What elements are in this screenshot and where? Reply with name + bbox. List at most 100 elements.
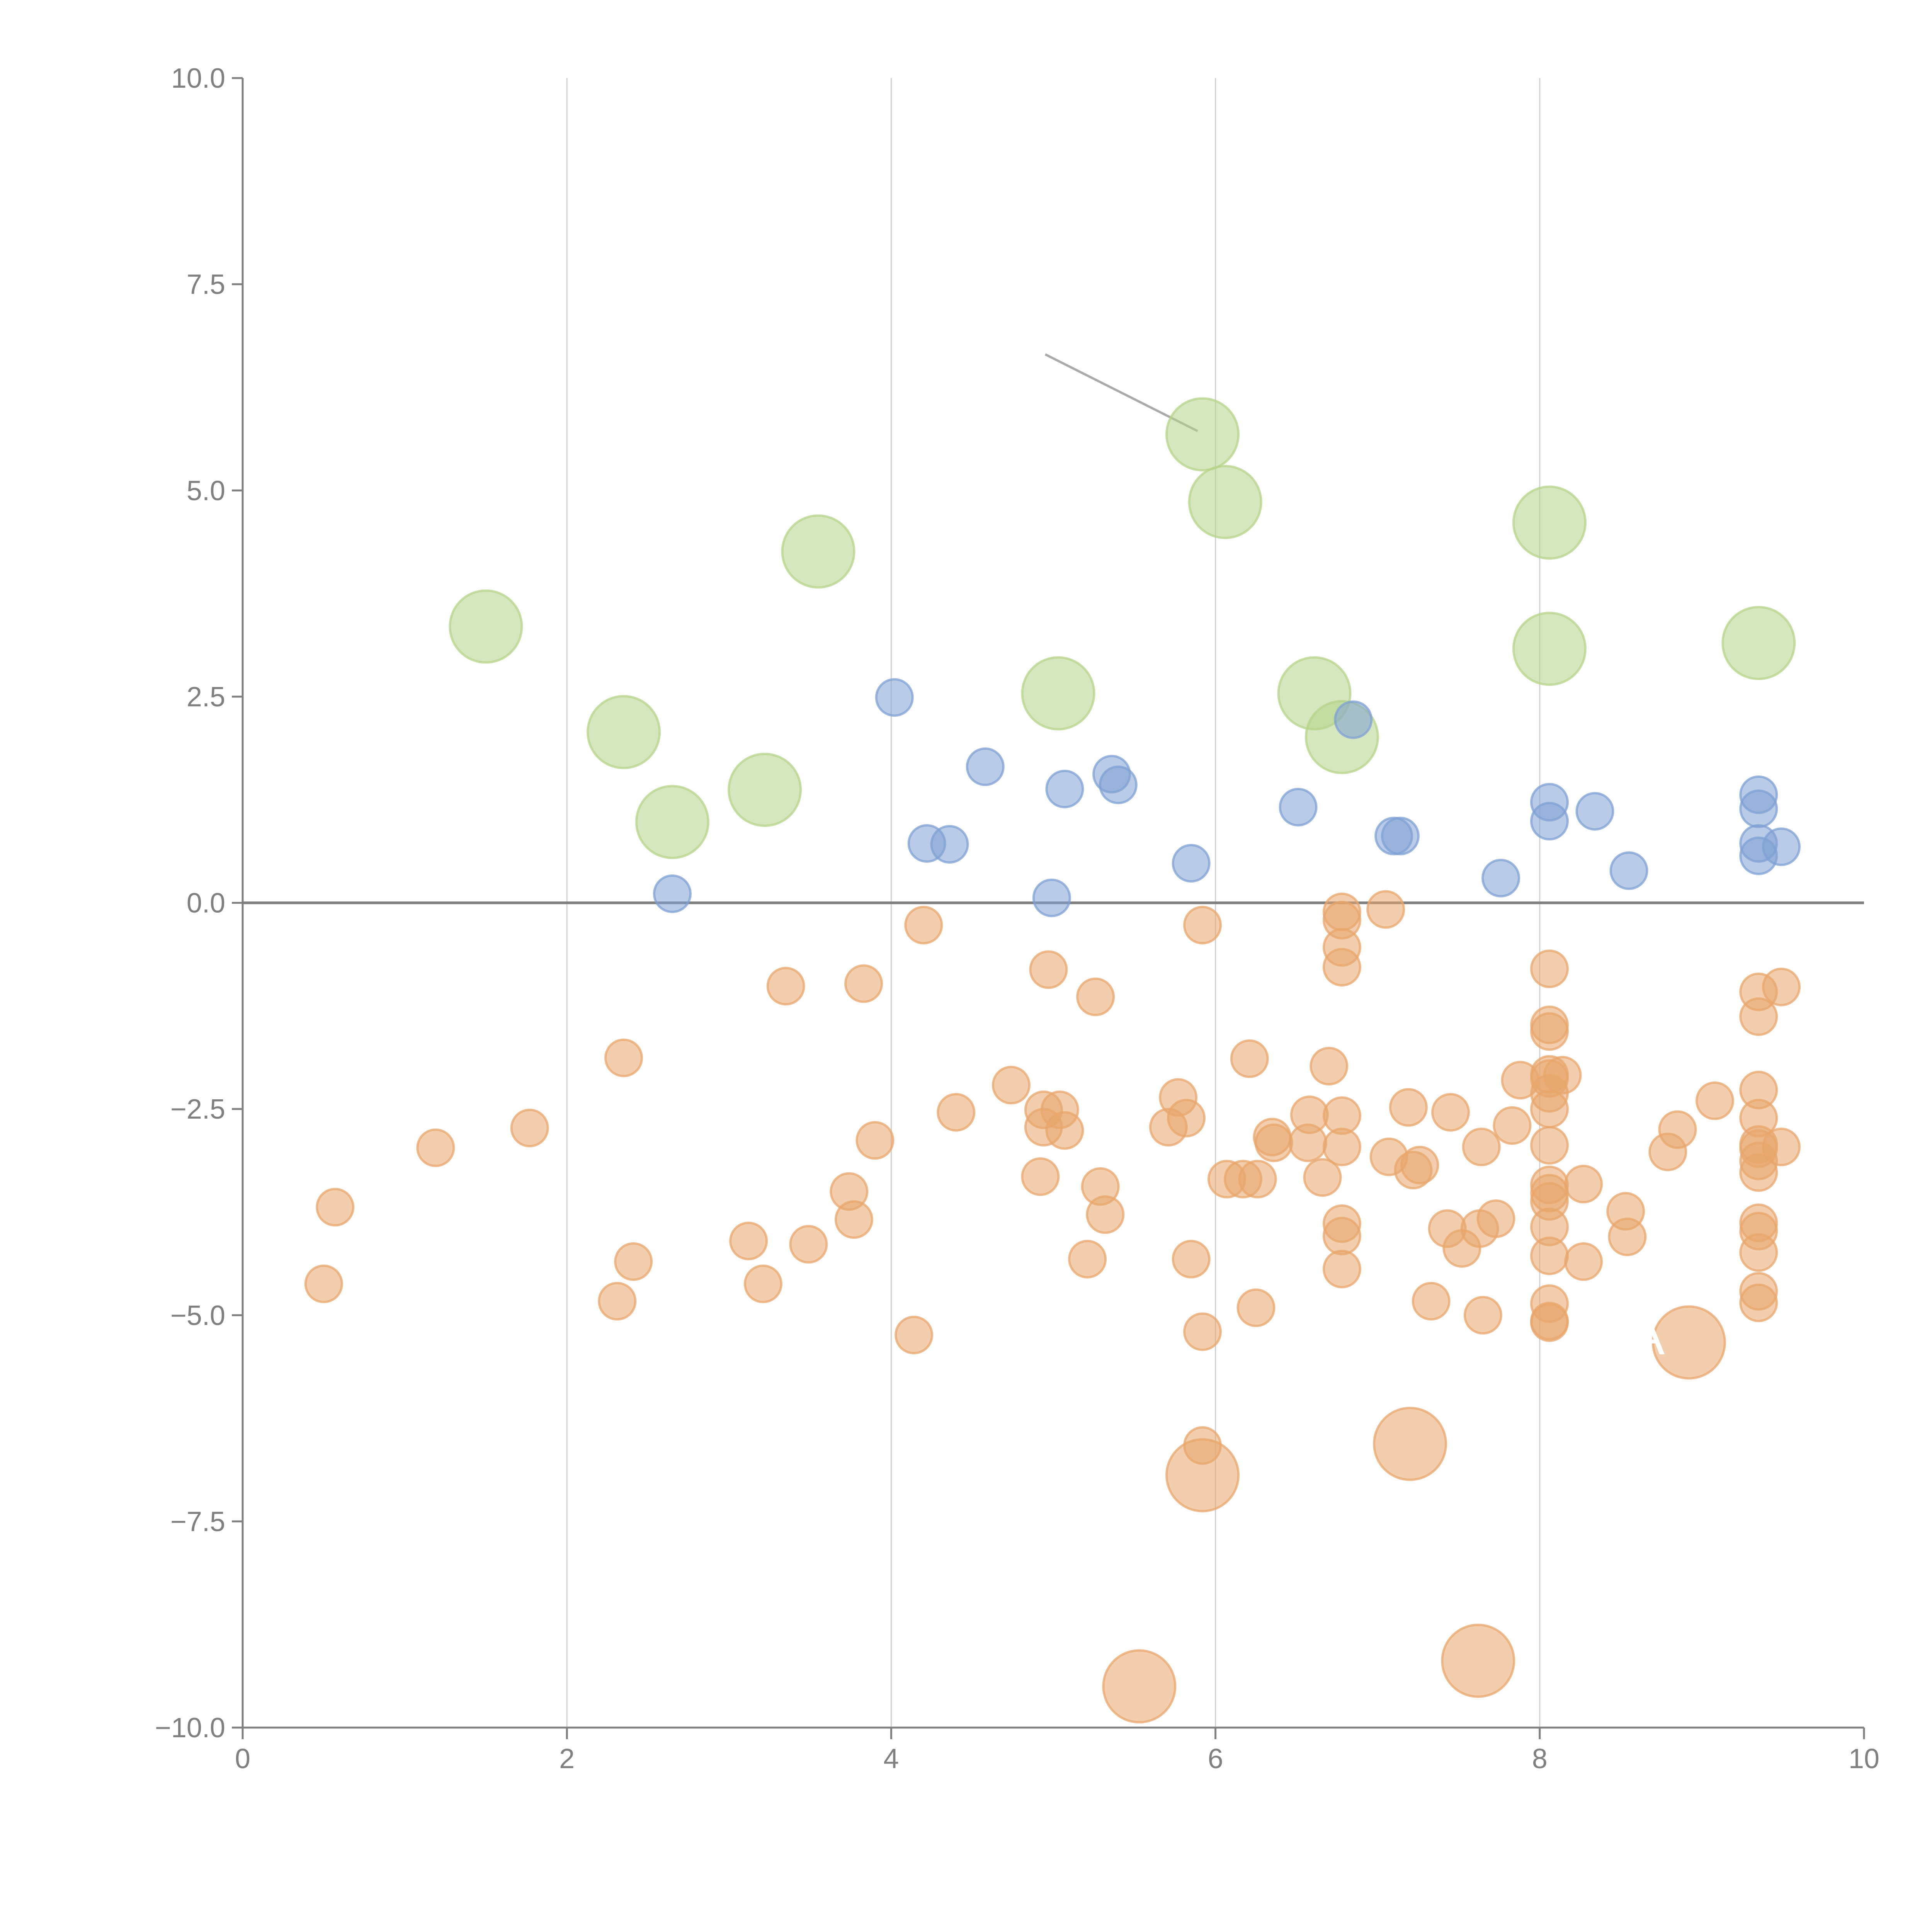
data-point-orange [1303,1158,1342,1197]
data-point-orange [1530,949,1569,988]
data-point-orange [1476,1199,1515,1238]
tick-labels: 10.0 7.5 5.0 2.5 0.0 −2.5 −5.0 −7.5 −10.0 0 2 4 6 8 10 [155,63,1879,1774]
data-point-blue [1381,816,1420,855]
data-point-orange [904,906,943,945]
x-tick-label: 6 [1208,1743,1223,1774]
data-point-blue [1530,802,1569,841]
data-point-blue [1045,769,1084,808]
data-point-orange [1254,1123,1293,1162]
data-point-orange [992,1066,1031,1105]
x-tick-label: 4 [883,1743,899,1774]
data-point-orange [743,1264,782,1303]
data-point-blue [930,825,969,864]
data-point-blue [1609,851,1648,890]
data-point-orange [1463,1296,1502,1335]
data-point-green [728,753,802,827]
data-point-orange [1739,997,1778,1036]
data-point-orange [1068,1240,1107,1279]
data-point-orange [1183,906,1222,945]
data-point-orange [1658,1110,1697,1149]
data-point-green [1165,397,1240,472]
y-tick-label: 10.0 [171,63,225,94]
data-point-orange [1530,1236,1569,1276]
data-point-orange-large [1373,1406,1447,1481]
data-point-green [1721,606,1796,680]
data-point-orange [416,1128,455,1167]
data-point-green [1512,612,1587,686]
data-point-orange [1739,1153,1778,1192]
data-point-orange [1695,1081,1734,1120]
data-point-orange [1564,1242,1603,1281]
data-point-orange [1322,1250,1361,1289]
data-point-orange [834,1200,873,1239]
data-point-orange [1530,1090,1569,1129]
data-point-blue [1739,789,1778,828]
data-point-orange [1029,950,1068,989]
y-tick-label: −2.5 [170,1094,225,1125]
data-point-blue [1172,844,1211,883]
data-point-orange [1762,968,1801,1007]
y-tick-label: −5.0 [170,1300,225,1331]
data-points [304,397,1801,1724]
data-point-orange [1236,1288,1276,1327]
data-point-orange [844,964,883,1003]
data-point-orange [1389,1088,1428,1127]
data-point-blue [1762,827,1801,866]
y-tick-label: 7.5 [187,269,225,300]
data-point-orange [1543,1056,1582,1095]
data-point-orange [789,1225,828,1264]
y-tick-label: −7.5 [170,1506,225,1537]
data-point-orange-large [1165,1438,1240,1512]
y-tick-label: 5.0 [187,475,225,506]
data-point-blue [1099,765,1138,804]
data-point-orange-large [1441,1624,1515,1698]
data-point-orange [1739,1283,1778,1322]
data-point-orange [1366,890,1405,929]
data-point-orange [1530,1012,1569,1051]
data-point-orange [598,1282,637,1321]
data-point-orange [1564,1165,1603,1204]
data-point-orange [1400,1146,1439,1185]
data-point-orange [1076,977,1115,1016]
data-point-orange [1412,1282,1451,1321]
data-point-orange [510,1109,549,1148]
data-point-blue [1575,792,1614,831]
y-tick-label: −10.0 [155,1713,225,1743]
data-point-orange [1739,1233,1778,1272]
data-point-blue [966,747,1005,786]
annotation-label: A [1629,1305,1665,1366]
data-point-orange-large [1102,1649,1177,1724]
data-point-orange [855,1121,895,1160]
data-point-orange [304,1264,343,1303]
data-point-orange [1530,1126,1569,1165]
data-point-green [1188,465,1262,539]
data-point-orange [895,1315,934,1354]
data-point-blue [875,678,914,717]
data-point-orange [1322,1216,1361,1255]
data-point-orange [1322,947,1361,986]
data-point-orange [1238,1160,1277,1199]
data-point-blue [1334,700,1373,739]
data-point-orange [1230,1039,1269,1078]
data-point-orange [1322,1128,1361,1167]
data-point-orange [614,1242,653,1281]
x-tick-label: 2 [559,1743,575,1774]
x-tick-label: 8 [1532,1743,1548,1774]
data-point-orange [1493,1106,1532,1145]
data-point-green [1512,485,1587,560]
data-point-blue [1279,787,1318,827]
data-point-green [781,514,855,589]
x-tick-label: 10 [1849,1743,1879,1774]
data-point-orange [1183,1312,1222,1351]
data-point-orange [1462,1128,1501,1167]
data-point-orange [604,1038,643,1077]
data-point-orange [1431,1093,1470,1132]
data-point-green [587,695,661,769]
data-point-blue [1481,859,1520,898]
data-point-orange [1762,1128,1801,1167]
data-point-orange [1172,1240,1211,1279]
data-point-green [1021,656,1095,731]
data-point-orange [1530,1303,1569,1342]
data-point-blue [1032,878,1071,917]
